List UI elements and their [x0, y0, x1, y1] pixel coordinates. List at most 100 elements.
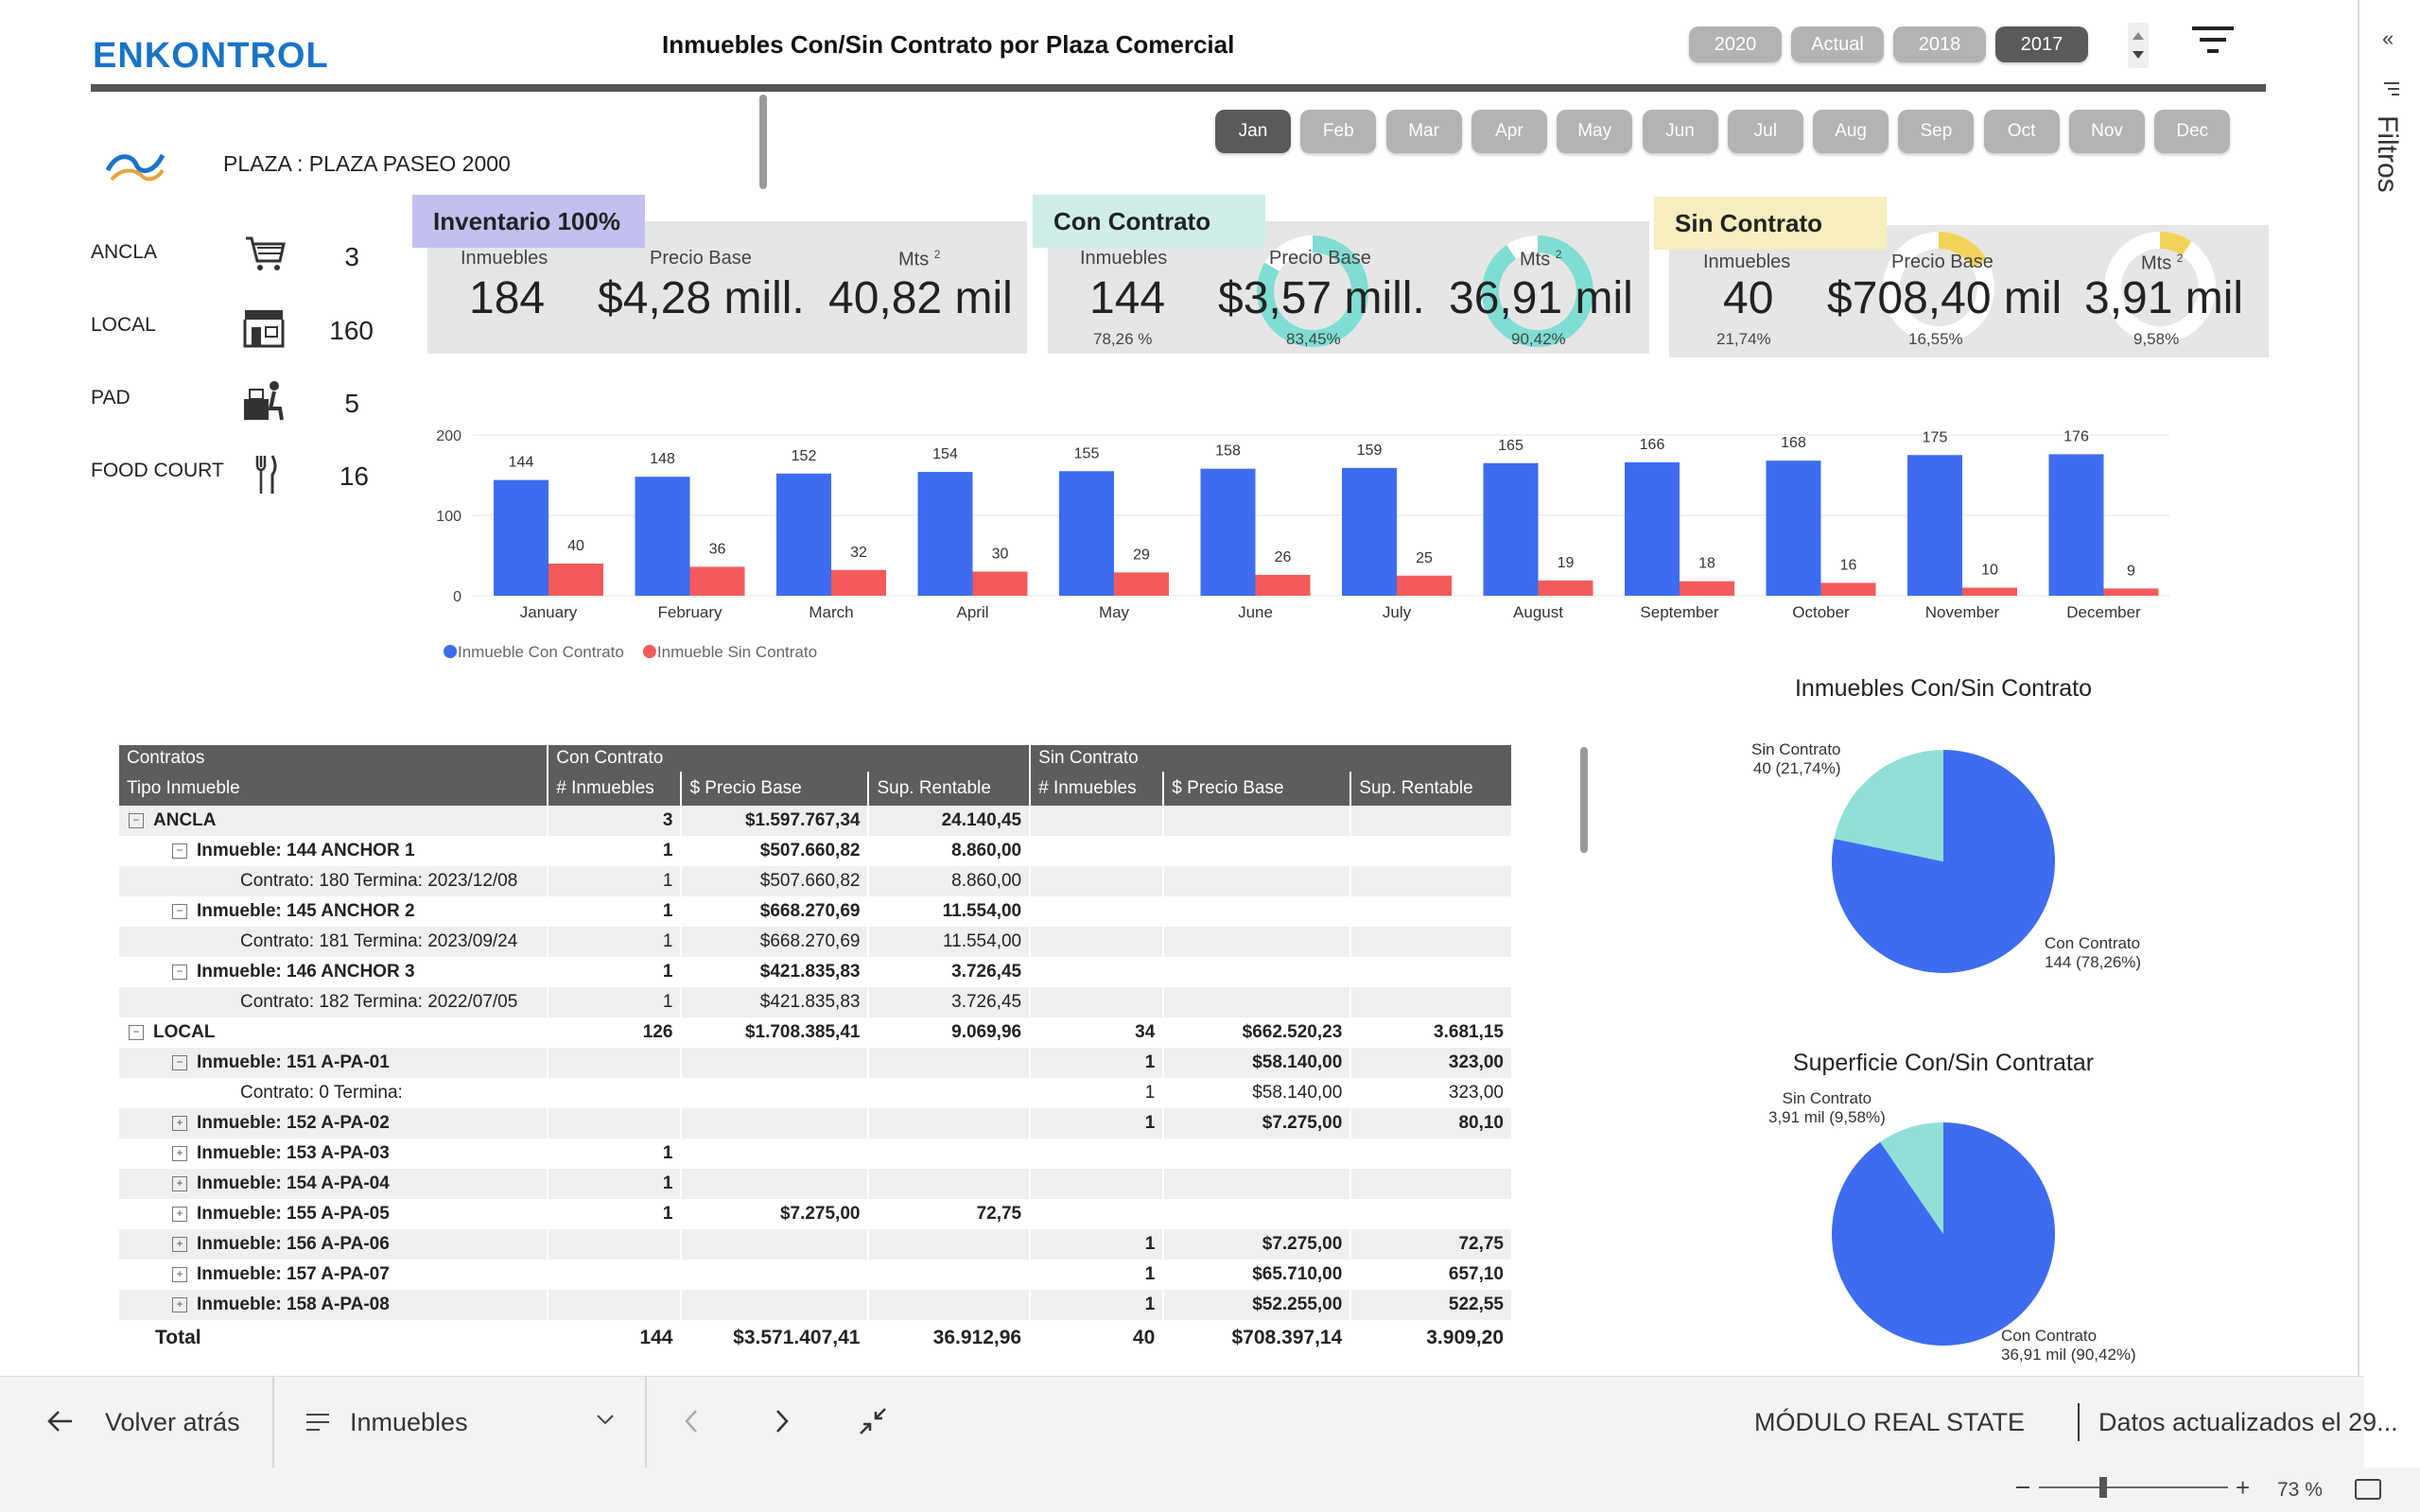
filter-icon[interactable]: [2192, 23, 2234, 57]
data-label: 16: [1840, 557, 1857, 573]
previous-page-icon[interactable]: [683, 1407, 702, 1440]
column-header[interactable]: $ Precio Base: [681, 772, 870, 806]
data-label: 144: [509, 455, 534, 471]
filters-pane[interactable]: « Filtros: [2358, 0, 2420, 1376]
expand-row-icon[interactable]: +: [172, 1206, 187, 1222]
month-button[interactable]: Nov: [2069, 110, 2145, 153]
collapse-row-icon[interactable]: −: [129, 1024, 144, 1040]
month-button[interactable]: Jan: [1215, 110, 1291, 153]
table-row: Contrato: 180 Termina: 2023/12/08 1 $507.6…: [119, 866, 1513, 896]
table-cell: 11.554,00: [868, 896, 1032, 927]
legend-label: Inmueble Con Contrato: [458, 643, 624, 661]
table-cell: [548, 1048, 683, 1078]
month-button[interactable]: Jul: [1727, 110, 1803, 153]
table-row: + Inmueble: 152 A-PA-02 1 $7.275,00 80,10: [119, 1108, 1513, 1138]
column-header[interactable]: # Inmuebles: [548, 772, 683, 806]
back-button[interactable]: Volver atrás: [105, 1408, 240, 1436]
bar: [1397, 575, 1452, 596]
row-label: Inmueble: 156 A-PA-06: [197, 1234, 390, 1254]
pie-slice-value: 3,91 mil (9,58%): [1768, 1108, 1886, 1126]
zoom-in-icon[interactable]: +: [2236, 1473, 2251, 1502]
month-button[interactable]: Feb: [1300, 110, 1377, 153]
table-group-header: Contratos Con Contrato Sin Contrato: [119, 745, 1513, 772]
year-scroll-arrows[interactable]: [2128, 23, 2149, 68]
table-cell: 3.726,45: [868, 957, 1032, 987]
monthly-bar-chart: 200 100 0 144 40 January 148 36 February 152 32 Mar…: [436, 428, 2169, 661]
year-button[interactable]: 2020: [1689, 26, 1782, 62]
row-label-cell: Contrato: 0 Termina:: [119, 1078, 549, 1108]
month-button[interactable]: Aug: [1813, 110, 1889, 153]
collapse-row-icon[interactable]: −: [172, 964, 187, 980]
separator: [645, 1377, 647, 1468]
expand-row-icon[interactable]: +: [172, 1296, 187, 1312]
inventario-label-inmuebles: Inmuebles: [461, 248, 548, 269]
month-button[interactable]: Sep: [1898, 110, 1975, 153]
row-label: Inmueble: 146 ANCHOR 3: [197, 962, 415, 982]
zoom-slider-thumb[interactable]: [2099, 1477, 2107, 1498]
collapse-row-icon[interactable]: −: [172, 843, 187, 859]
con-label-precio: Precio Base: [1269, 248, 1371, 269]
collapse-row-icon[interactable]: −: [172, 903, 187, 919]
table-cell: [1350, 836, 1513, 866]
column-header[interactable]: Tipo Inmueble: [119, 772, 549, 806]
group-header-cell: Con Contrato: [548, 745, 1032, 772]
back-arrow-icon[interactable]: [45, 1407, 74, 1440]
table-cell: 24.140,45: [868, 806, 1032, 836]
table-cell: 1: [1030, 1229, 1165, 1260]
expand-row-icon[interactable]: +: [172, 1145, 187, 1161]
table-cell: $668.270,69: [681, 896, 870, 927]
table-cell: 9.069,96: [868, 1017, 1032, 1048]
table-row: − Inmueble: 146 ANCHOR 3 1 $421.835,83 3.726…: [119, 957, 1513, 987]
year-button[interactable]: Actual: [1791, 26, 1884, 62]
module-label: MÓDULO REAL STATE: [1754, 1408, 2026, 1436]
zoom-slider[interactable]: [2039, 1486, 2228, 1488]
table-scrollbar[interactable]: [1580, 747, 1588, 853]
contracts-matrix: Contratos Con Contrato Sin Contrato Tipo…: [119, 745, 1513, 1356]
month-button[interactable]: Jun: [1642, 110, 1718, 153]
expand-row-icon[interactable]: +: [172, 1236, 187, 1252]
zoom-out-icon[interactable]: [2016, 1486, 2029, 1488]
month-button[interactable]: Mar: [1385, 110, 1462, 153]
row-label: Inmueble: 154 A-PA-04: [197, 1173, 390, 1193]
mts-sup: 2: [1555, 248, 1562, 261]
next-page-icon[interactable]: [774, 1407, 792, 1440]
mts-sup: 2: [933, 248, 941, 261]
table-total-row: Total 144 $3.571.407,41 36.912,96 40 $708.397…: [119, 1320, 1513, 1356]
page-select[interactable]: Inmuebles: [350, 1408, 468, 1436]
collapse-icon[interactable]: «: [2382, 26, 2394, 50]
collapse-row-icon[interactable]: −: [129, 812, 144, 828]
expand-row-icon[interactable]: +: [172, 1115, 187, 1131]
month-button[interactable]: Dec: [2154, 110, 2231, 153]
expand-row-icon[interactable]: +: [172, 1266, 187, 1282]
expand-row-icon[interactable]: +: [172, 1175, 187, 1191]
column-header[interactable]: $ Precio Base: [1163, 772, 1352, 806]
month-button[interactable]: May: [1557, 110, 1633, 153]
data-label: 155: [1074, 445, 1100, 461]
column-header[interactable]: Sup. Rentable: [1350, 772, 1513, 806]
bar: [1625, 461, 1680, 596]
year-button[interactable]: 2017: [1995, 26, 2088, 62]
filters-pane-label[interactable]: Filtros: [2372, 115, 2403, 193]
fit-to-page-icon[interactable]: [2355, 1479, 2381, 1500]
table-cell: 1: [1030, 1290, 1165, 1320]
chevron-down-icon[interactable]: [596, 1413, 615, 1431]
pie-label: Con Contrato 144 (78,26%): [2045, 934, 2141, 972]
row-label: Inmueble: 158 A-PA-08: [197, 1295, 390, 1314]
month-button[interactable]: Oct: [1983, 110, 2060, 153]
con-pct-precio: 83,45%: [1286, 330, 1341, 348]
table-cell: [868, 1260, 1032, 1290]
collapse-row-icon[interactable]: −: [172, 1054, 187, 1070]
month-button[interactable]: Apr: [1471, 110, 1547, 153]
separator: [272, 1377, 274, 1468]
sin-label-precio: Precio Base: [1891, 252, 1993, 272]
column-header[interactable]: # Inmuebles: [1030, 772, 1165, 806]
enkontrol-logo: ENKONTROL: [93, 36, 329, 76]
data-label: 18: [1698, 556, 1715, 572]
top-scrollbar[interactable]: [759, 95, 767, 189]
collapse-view-icon[interactable]: [859, 1407, 887, 1440]
row-label: Contrato: 181 Termina: 2023/09/24: [240, 931, 518, 951]
year-button[interactable]: 2018: [1893, 26, 1986, 62]
column-header[interactable]: Sup. Rentable: [868, 772, 1032, 806]
table-cell: [1030, 927, 1165, 957]
table-cell: [868, 1229, 1032, 1260]
